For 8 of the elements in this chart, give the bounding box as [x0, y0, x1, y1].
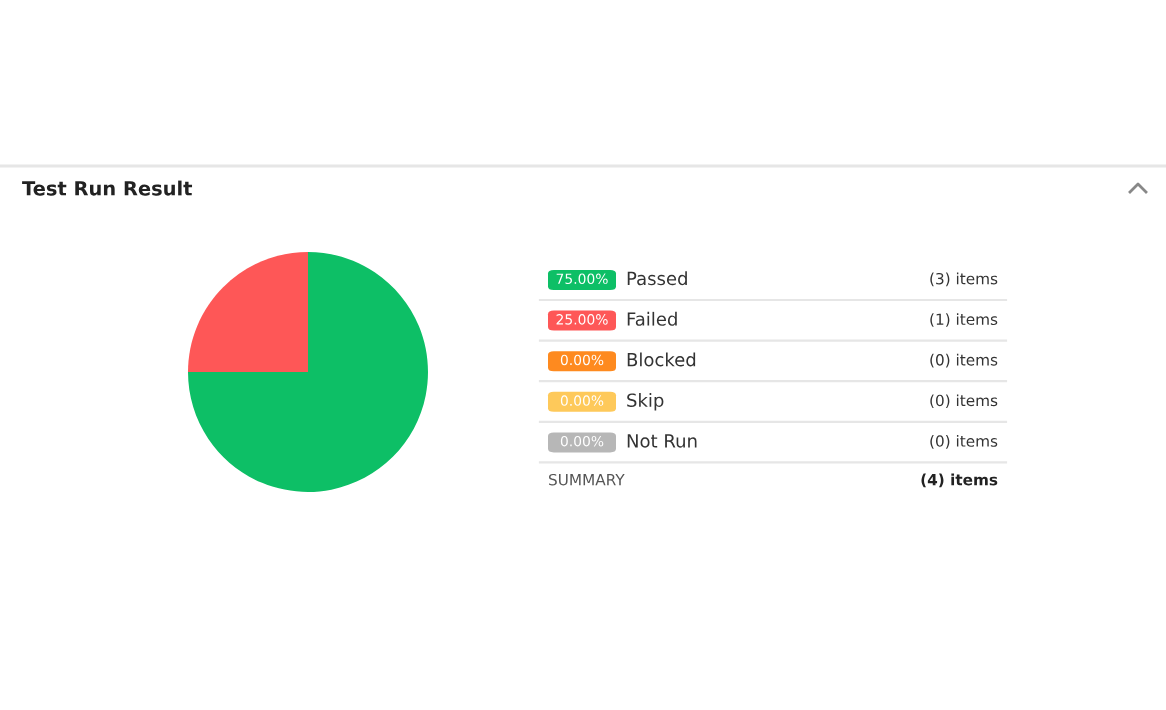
legend-label: Failed: [627, 311, 677, 326]
legend-label: Not Run: [627, 434, 697, 448]
legend-label: Skip: [627, 393, 664, 411]
pie-slice: [188, 252, 428, 492]
chart-title: Test Run Result: [22, 180, 193, 196]
pie-slice: [188, 252, 308, 372]
legend-label: Blocked: [627, 352, 696, 367]
legend-label: Passed: [627, 271, 687, 286]
